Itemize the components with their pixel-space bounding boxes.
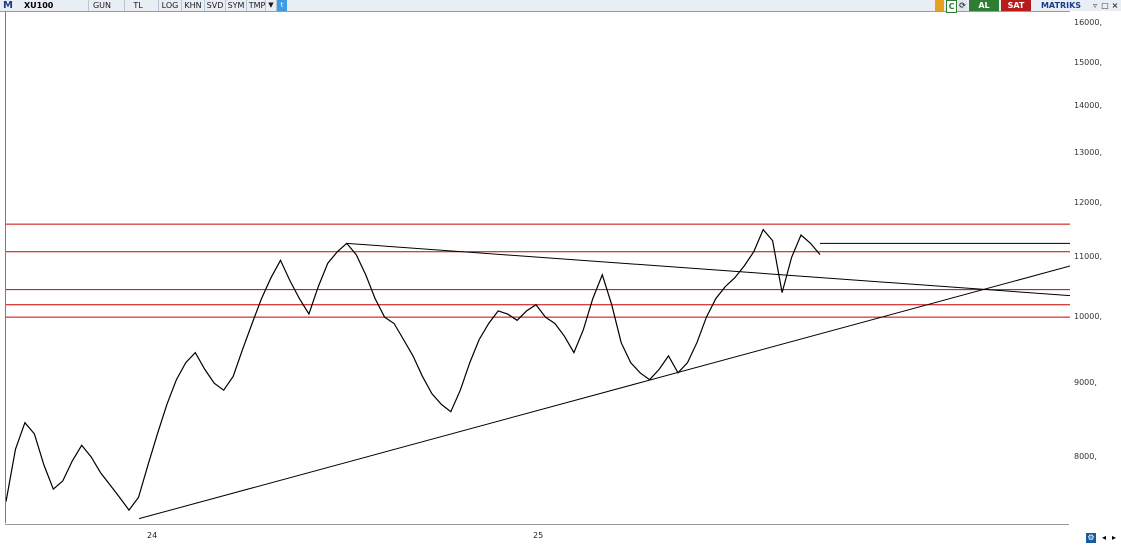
period-button[interactable]: GUN xyxy=(88,0,115,11)
y-tick-label: 8000, xyxy=(1074,451,1097,461)
nav-left-icon[interactable]: ◂ xyxy=(1101,533,1106,542)
x-tick-label: 25 xyxy=(533,531,544,540)
trend-lines xyxy=(138,242,1070,520)
y-tick-label: 16000, xyxy=(1074,17,1102,27)
matriks-logo[interactable]: M xyxy=(3,0,13,11)
twitter-icon[interactable]: t xyxy=(276,0,287,11)
right-toolbar: C ⟳ AL SAT MATRIKS ▿ □ × xyxy=(921,0,1121,13)
y-tick-label: 15000, xyxy=(1074,58,1102,68)
c-button[interactable]: C xyxy=(946,0,957,13)
maximize-icon[interactable]: □ xyxy=(1101,1,1109,10)
nav-right-icon[interactable]: ▸ xyxy=(1111,533,1116,542)
toolbar: M XU100 GUN TL LOG KHN SVD SYM TMP ▼ t C… xyxy=(0,0,1121,13)
time-axis[interactable] xyxy=(5,524,1069,543)
y-tick-label: 13000, xyxy=(1074,147,1102,157)
trend-line xyxy=(346,242,1070,297)
trend-line xyxy=(138,265,1070,520)
minimize-icon[interactable]: ▿ xyxy=(1092,1,1097,10)
sell-button[interactable]: SAT xyxy=(1001,0,1031,11)
y-tick-label: 12000, xyxy=(1074,197,1102,207)
y-tick-label: 9000, xyxy=(1074,378,1097,388)
symbol-label[interactable]: XU100 xyxy=(24,1,54,10)
close-icon[interactable]: × xyxy=(1111,1,1119,10)
price-series-line xyxy=(6,228,821,512)
tmp-button[interactable]: TMP xyxy=(246,0,267,11)
price-axis[interactable] xyxy=(1070,11,1121,523)
y-tick-label: 14000, xyxy=(1074,101,1102,111)
settings-icon[interactable]: ⚙ xyxy=(1086,533,1096,543)
svd-button[interactable]: SVD xyxy=(204,0,225,11)
currency-button[interactable]: TL xyxy=(124,0,151,11)
horizontal-levels xyxy=(6,223,1070,318)
lock-icon[interactable] xyxy=(935,0,944,11)
chart-plot-area[interactable] xyxy=(5,11,1071,523)
sym-button[interactable]: SYM xyxy=(225,0,246,11)
matriks-brand: MATRIKS xyxy=(1040,1,1082,10)
log-scale-button[interactable]: LOG xyxy=(158,0,181,11)
x-tick-label: 24 xyxy=(147,531,158,540)
triangle-down-icon[interactable]: ▼ xyxy=(265,0,276,11)
refresh-icon[interactable]: ⟳ xyxy=(958,0,967,11)
khn-button[interactable]: KHN xyxy=(181,0,204,11)
y-tick-label: 11000, xyxy=(1074,252,1102,262)
buy-button[interactable]: AL xyxy=(969,0,999,11)
y-tick-label: 10000, xyxy=(1074,312,1102,322)
